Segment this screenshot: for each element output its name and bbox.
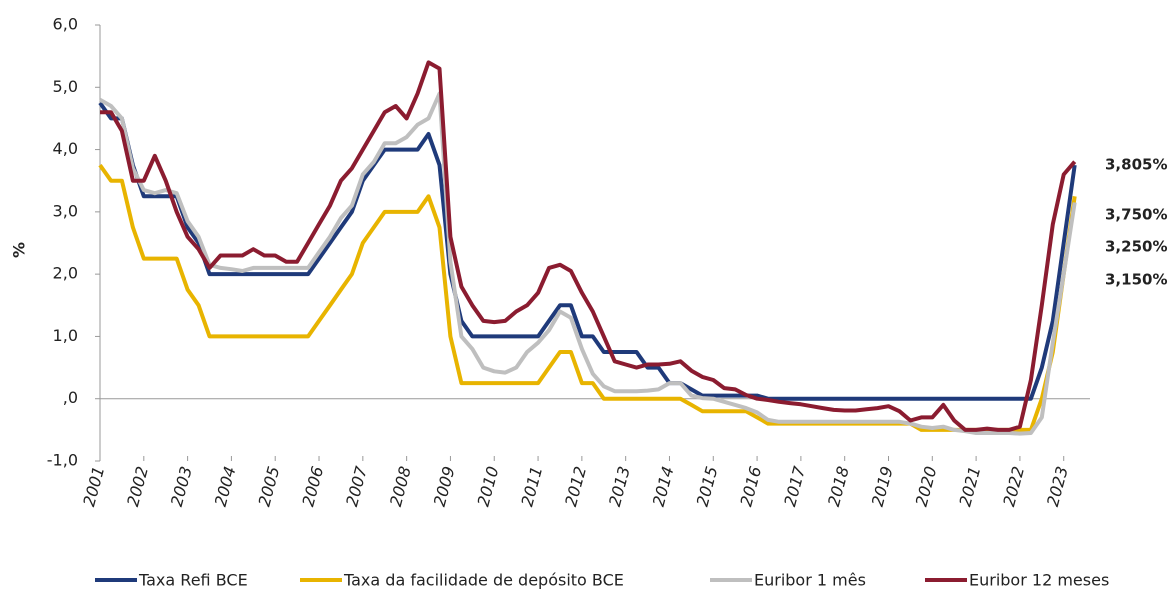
- x-tick-label: 2013: [605, 464, 634, 508]
- x-tick-label: 2022: [999, 464, 1028, 508]
- x-tick-label: 2003: [167, 464, 196, 508]
- x-tick-label: 2016: [736, 464, 765, 508]
- legend-label: Euribor 12 meses: [969, 571, 1109, 590]
- x-tick-label: 2014: [649, 464, 678, 508]
- x-tick-label: 2001: [79, 464, 108, 508]
- legend-label: Taxa da facilidade de depósito BCE: [343, 571, 624, 590]
- y-tick-label: -1,0: [47, 451, 78, 470]
- x-tick-label: 2018: [824, 464, 853, 508]
- legend-label: Taxa Refi BCE: [138, 571, 248, 590]
- y-tick-label: 5,0: [53, 77, 78, 96]
- x-tick-label: 2009: [430, 464, 459, 508]
- x-tick-label: 2008: [386, 464, 415, 508]
- x-tick-label: 2021: [955, 464, 984, 508]
- y-tick-label: 2,0: [53, 264, 78, 283]
- x-tick-label: 2006: [298, 464, 327, 508]
- x-tick-label: 2010: [474, 464, 503, 508]
- x-tick-label: 2023: [1043, 464, 1072, 508]
- x-tick-label: 2017: [780, 463, 809, 508]
- legend-label: Euribor 1 mês: [754, 571, 866, 590]
- series-line: [98, 163, 1077, 432]
- x-tick-label: 2007: [342, 463, 371, 508]
- end-label: 3,150%: [1105, 271, 1167, 289]
- y-axis-label: %: [10, 242, 29, 258]
- x-tick-label: 2019: [868, 464, 897, 508]
- x-tick-label: 2020: [912, 464, 941, 508]
- y-tick-label: ,0: [63, 388, 78, 407]
- series-line: [99, 91, 1077, 436]
- end-label: 3,750%: [1105, 206, 1167, 224]
- x-tick-label: 2005: [255, 464, 284, 508]
- y-tick-label: 1,0: [53, 326, 78, 345]
- x-tick-label: 2012: [561, 464, 590, 508]
- y-tick-label: 4,0: [53, 139, 78, 158]
- y-tick-label: 3,0: [53, 201, 78, 220]
- y-tick-label: 6,0: [53, 15, 78, 34]
- end-label: 3,250%: [1105, 238, 1167, 256]
- x-tick-label: 2004: [211, 464, 240, 508]
- x-tick-label: 2002: [123, 464, 152, 508]
- x-tick-label: 2011: [517, 464, 546, 508]
- end-label: 3,805%: [1105, 156, 1167, 174]
- series-line: [98, 101, 1077, 401]
- x-tick-label: 2015: [693, 464, 722, 508]
- series-line: [100, 60, 1077, 432]
